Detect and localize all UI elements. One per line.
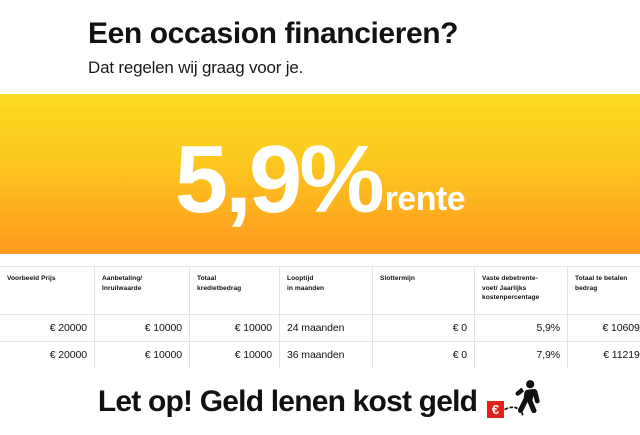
column-header-voorbeeld-prijs: Voorbeeld Prijs [0,266,95,315]
interest-rate-value: 5,9% [174,125,385,233]
cell-rentevoet: 5,9% [474,314,568,342]
column-header-slottermijn: Slottermijn [372,266,475,315]
interest-rate-group: 5,9% rente [174,125,466,233]
cell-looptijd: 24 maanden [279,314,373,342]
cell-slottermijn: € 0 [372,314,475,342]
interest-rate-hero: 5,9% rente [0,94,640,254]
cell-voorbeeld-prijs: € 20000 [0,314,95,342]
column-header-aanbetaling: Aanbetaling/Inruilwaarde [94,266,190,315]
header-section: Een occasion financieren? Dat regelen wi… [0,0,640,94]
cell-voorbeeld-prijs: € 20000 [0,341,95,369]
table-row: € 20000 € 10000 € 10000 36 maanden € 0 7… [0,341,640,369]
legal-warning-inner: Let op! Geld lenen kost geld € [0,368,640,435]
cell-totaal-kredietbedrag: € 10000 [189,314,280,342]
page-title: Een occasion financieren? [88,17,459,50]
cell-aanbetaling: € 10000 [94,341,190,369]
table-row: € 20000 € 10000 € 10000 24 maanden € 0 5… [0,314,640,342]
financing-example-table-wrapper: Voorbeeld Prijs Aanbetaling/Inruilwaarde… [0,266,640,369]
euro-ball-and-chain-walking-person-icon: € [486,378,542,424]
cell-totaal-kredietbedrag: € 10000 [189,341,280,369]
cell-slottermijn: € 0 [372,341,475,369]
interest-rate-unit-label: rente [384,179,466,218]
interest-rate-hero-inner: 5,9% rente [0,94,640,254]
column-header-totaal-te-betalen: Totaal te betalen bedrag [567,266,640,315]
table-header-row: Voorbeeld Prijs Aanbetaling/Inruilwaarde… [0,266,640,315]
column-header-rentevoet: Vaste debetrente-voet/ Jaarlijks kostenpe… [474,266,568,315]
page-subtitle: Dat regelen wij graag voor je. [88,58,304,77]
table-header: Voorbeeld Prijs Aanbetaling/Inruilwaarde… [0,266,640,315]
cell-aanbetaling: € 10000 [94,314,190,342]
svg-text:€: € [492,402,499,417]
cell-totaal-te-betalen: € 10609,44 [567,314,640,342]
column-header-totaal-kredietbedrag: Totaal kredietbedrag [189,266,280,315]
cell-looptijd: 36 maanden [279,341,373,369]
table-body: € 20000 € 10000 € 10000 24 maanden € 0 5… [0,314,640,369]
financing-example-table: Voorbeeld Prijs Aanbetaling/Inruilwaarde… [0,266,640,369]
cell-totaal-te-betalen: € 11219,40 [567,341,640,369]
column-header-looptijd: Looptijd in maanden [279,266,373,315]
cell-rentevoet: 7,9% [474,341,568,369]
legal-warning-text: Let op! Geld lenen kost geld [97,384,478,418]
legal-warning-banner: Let op! Geld lenen kost geld € [0,368,640,435]
